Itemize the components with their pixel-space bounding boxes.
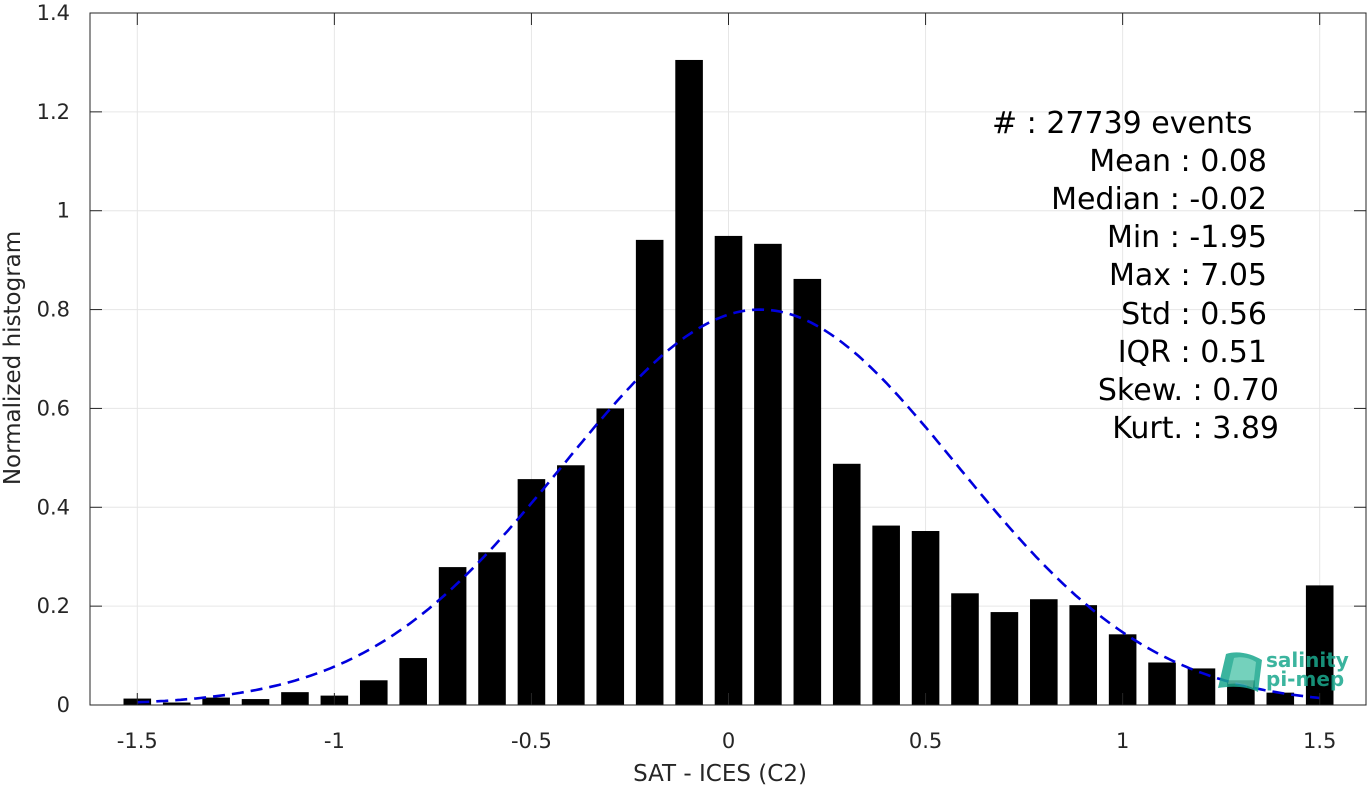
histogram-bar <box>911 531 940 705</box>
y-tick-label: 0.8 <box>37 298 70 322</box>
x-tick-label: -0.5 <box>511 729 552 753</box>
histogram-bar <box>754 243 782 705</box>
stat-kurt: Kurt. : 3.89 <box>1112 411 1279 446</box>
stat-skew: Skew. : 0.70 <box>1098 373 1279 408</box>
y-tick-label: 0.2 <box>37 594 70 618</box>
axes-box <box>89 12 1367 706</box>
logo-wave-icon-2 <box>1228 657 1256 688</box>
logo-line2: pi-mep <box>1266 667 1344 691</box>
y-tick-labels: 0 0.2 0.4 0.6 0.8 1 1.2 1.4 <box>37 1 70 717</box>
histogram-bar <box>990 612 1019 705</box>
histogram-bar <box>281 692 309 705</box>
y-tick-label: 1.4 <box>37 1 70 25</box>
y-tick-label: 0.4 <box>37 495 70 519</box>
histogram-bar <box>1030 599 1058 705</box>
histogram-bar <box>793 278 822 705</box>
y-axis-label: Normalized histogram <box>0 231 26 485</box>
histogram-bars <box>123 59 1334 705</box>
histogram-bar <box>635 239 664 705</box>
stat-iqr: IQR : 0.51 <box>1118 335 1267 370</box>
x-tick-label: 1 <box>1116 729 1129 753</box>
logo-line1: salinity <box>1266 648 1349 672</box>
histogram-bar <box>951 593 979 705</box>
y-tick-label: 0.6 <box>37 396 70 420</box>
histogram-bar <box>399 658 427 705</box>
histogram-bar <box>241 699 270 705</box>
x-tick-label: 0 <box>722 729 735 753</box>
histogram-bar <box>1069 605 1098 705</box>
histogram-bar <box>359 680 388 705</box>
x-axis-label: SAT - ICES (C2) <box>633 761 807 785</box>
histogram-bar <box>557 465 585 705</box>
histogram-bar <box>872 525 900 705</box>
stat-std: Std : 0.56 <box>1121 297 1267 332</box>
y-tick-label: 0 <box>57 693 70 717</box>
x-tick-label: 1.5 <box>1303 729 1336 753</box>
gaussian-fit-curve <box>137 308 1320 704</box>
stat-max: Max : 7.05 <box>1109 258 1267 293</box>
histogram-bar <box>675 59 703 705</box>
histogram-bar <box>438 567 467 705</box>
x-tick-label: 0.5 <box>909 729 942 753</box>
salinity-pimep-logo: salinity pi-mep <box>1218 648 1349 692</box>
y-tick-label: 1 <box>57 199 70 223</box>
histogram-bar <box>1187 668 1216 705</box>
histogram-bar <box>162 702 191 705</box>
y-tick-label: 1.2 <box>37 100 70 124</box>
stat-median: Median : -0.02 <box>1051 182 1267 217</box>
histogram-bar <box>517 479 546 705</box>
stat-events: # : 27739 events <box>992 106 1252 141</box>
histogram-bar <box>1305 585 1334 705</box>
histogram-bar <box>596 408 625 705</box>
grid-lines <box>90 12 1367 706</box>
x-tick-label: -1 <box>324 729 345 753</box>
statistics-annotation: # : 27739 events Mean : 0.08 Median : -0… <box>992 106 1279 446</box>
histogram-bar <box>478 552 506 705</box>
histogram-bar <box>202 697 230 705</box>
histogram-bar <box>714 235 743 705</box>
histogram-bar <box>1266 692 1295 705</box>
histogram-bar <box>832 463 861 705</box>
x-tick-labels: -1.5 -1 -0.5 0 0.5 1 1.5 <box>117 729 1337 753</box>
histogram-bar <box>1148 662 1176 705</box>
stat-min: Min : -1.95 <box>1107 220 1267 255</box>
stat-mean: Mean : 0.08 <box>1089 144 1267 179</box>
x-tick-label: -1.5 <box>117 729 158 753</box>
